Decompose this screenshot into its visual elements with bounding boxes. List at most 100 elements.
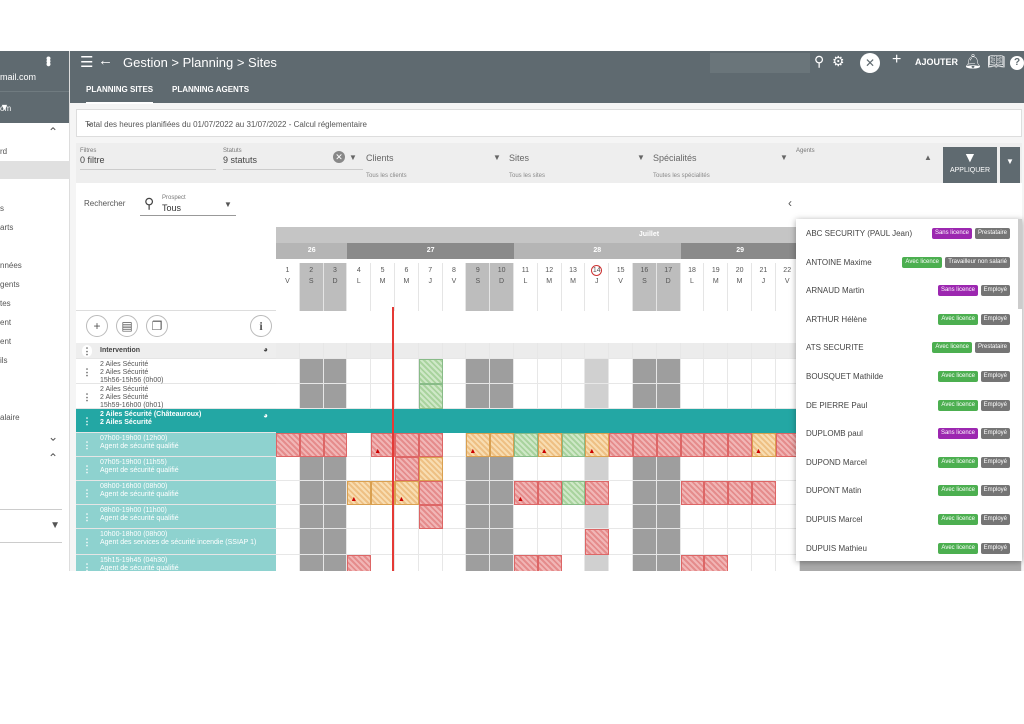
calendar-cell[interactable] <box>347 433 372 457</box>
calendar-cell[interactable] <box>680 457 705 481</box>
tools-icon[interactable]: ✕ <box>860 53 880 73</box>
calendar-cell[interactable] <box>395 384 419 409</box>
calendar-cell[interactable] <box>299 481 324 505</box>
row-label[interactable]: ⋮ 07h05-19h00 (11h55) Agent de sécurité qu… <box>76 457 276 481</box>
day-header[interactable]: 12 M <box>537 263 562 311</box>
calendar-cell[interactable] <box>514 555 538 571</box>
calendar-cell[interactable] <box>418 384 443 409</box>
add-button[interactable]: AJOUTER <box>915 57 959 67</box>
sidebar-item[interactable]: rd <box>0 147 8 156</box>
calendar-cell[interactable] <box>633 359 657 384</box>
calendar-cell[interactable] <box>752 384 776 409</box>
back-arrow-icon[interactable]: ← <box>98 52 113 69</box>
calendar-cell[interactable] <box>656 529 681 555</box>
calendar-cell[interactable] <box>442 359 467 384</box>
day-header[interactable]: 20 M <box>728 263 752 311</box>
calendar-cell[interactable] <box>442 529 467 555</box>
calendar-cell[interactable] <box>371 359 395 384</box>
calendar-cell[interactable] <box>347 505 372 529</box>
help-icon[interactable]: ? <box>1010 56 1024 70</box>
calendar-cell[interactable]: ▲ <box>537 433 562 457</box>
calendar-cell[interactable] <box>752 409 776 433</box>
calendar-cell[interactable]: ▲ <box>514 481 538 505</box>
calendar-cell[interactable] <box>561 505 586 529</box>
agent-option[interactable]: DUPUIS Mathieu Employé Avec licence <box>796 534 1022 562</box>
calendar-cell[interactable] <box>323 409 348 433</box>
tab-planning-agents[interactable]: PLANNING AGENTS <box>172 85 250 94</box>
calendar-cell[interactable] <box>633 481 657 505</box>
calendar-cell[interactable] <box>752 457 776 481</box>
calendar-cell[interactable] <box>633 505 657 529</box>
apply-filters-button[interactable]: ▼ APPLIQUER <box>943 147 997 183</box>
settings-icon[interactable]: ⚙ <box>832 53 845 69</box>
calendar-cell[interactable] <box>752 505 776 529</box>
calendar-cell[interactable] <box>704 384 729 409</box>
calendar-cell[interactable] <box>418 359 443 384</box>
caret-down-icon[interactable]: ▼ <box>493 153 501 162</box>
calendar-cell[interactable] <box>323 433 348 457</box>
day-header[interactable]: 19 M <box>704 263 729 311</box>
calendar-cell[interactable] <box>537 505 562 529</box>
calendar-cell[interactable] <box>466 343 491 359</box>
day-header[interactable]: 10 D <box>490 263 514 311</box>
calendar-cell[interactable] <box>776 555 800 571</box>
row-label[interactable]: ⋮ 08h00-19h00 (11h00) Agent de sécurité qu… <box>76 505 276 529</box>
calendar-cell[interactable] <box>633 529 657 555</box>
calendar-cell[interactable] <box>276 433 300 457</box>
calendar-cell[interactable] <box>561 384 586 409</box>
calendar-cell[interactable] <box>609 409 633 433</box>
calendar-cell[interactable] <box>299 529 324 555</box>
calendar-cell[interactable] <box>704 481 729 505</box>
calendar-cell[interactable] <box>490 457 514 481</box>
kebab-menu-icon[interactable]: ⋮ <box>82 365 92 378</box>
calendar-cell[interactable]: ▲ <box>371 433 395 457</box>
calendar-cell[interactable] <box>561 481 586 505</box>
calendar-cell[interactable] <box>704 359 729 384</box>
statuts-value[interactable]: 9 statuts <box>223 155 258 165</box>
calendar-cell[interactable] <box>395 359 419 384</box>
calendar-cell[interactable] <box>371 343 395 359</box>
calendar-cell[interactable] <box>680 384 705 409</box>
calendar-cell[interactable] <box>561 457 586 481</box>
calendar-cell[interactable] <box>490 433 514 457</box>
calendar-cell[interactable] <box>299 505 324 529</box>
tab-planning-sites[interactable]: PLANNING SITES <box>86 85 154 104</box>
calendar-cell[interactable] <box>585 384 610 409</box>
calendar-cell[interactable] <box>442 343 467 359</box>
calendar-cell[interactable] <box>514 457 538 481</box>
kebab-menu-icon[interactable]: ⋮ <box>82 537 92 547</box>
calendar-cell[interactable] <box>299 384 324 409</box>
chevron-up-icon[interactable]: ⌃ <box>48 451 59 465</box>
copy-button[interactable]: ❐ <box>146 315 168 337</box>
calendar-cell[interactable] <box>276 505 300 529</box>
calendar-cell[interactable] <box>395 529 419 555</box>
export-pdf-button[interactable]: ▤ <box>116 315 138 337</box>
calendar-cell[interactable] <box>442 433 467 457</box>
calendar-cell[interactable] <box>680 433 705 457</box>
calendar-cell[interactable] <box>561 343 586 359</box>
calendar-cell[interactable] <box>323 481 348 505</box>
calendar-cell[interactable] <box>395 343 419 359</box>
calendar-cell[interactable] <box>537 555 562 571</box>
calendar-cell[interactable] <box>633 555 657 571</box>
calendar-cell[interactable] <box>656 433 681 457</box>
caret-down-icon[interactable]: ▼ <box>780 153 788 162</box>
calendar-cell[interactable] <box>728 343 752 359</box>
calendar-cell[interactable] <box>585 359 610 384</box>
calendar-cell[interactable] <box>514 529 538 555</box>
calendar-cell[interactable] <box>442 505 467 529</box>
calendar-cell[interactable] <box>609 457 633 481</box>
clear-icon[interactable]: ✕ <box>333 151 345 163</box>
calendar-cell[interactable] <box>728 433 752 457</box>
calendar-cell[interactable] <box>323 457 348 481</box>
calendar-cell[interactable] <box>299 457 324 481</box>
dropdown-scrollbar[interactable] <box>1018 219 1022 309</box>
kebab-menu-icon[interactable]: ⋮ <box>82 562 92 571</box>
calendar-cell[interactable] <box>466 555 491 571</box>
filters-value[interactable]: 0 filtre <box>80 155 105 165</box>
palette-icon[interactable]: ◕ <box>263 345 268 354</box>
top-bar-search-area[interactable] <box>710 53 810 73</box>
